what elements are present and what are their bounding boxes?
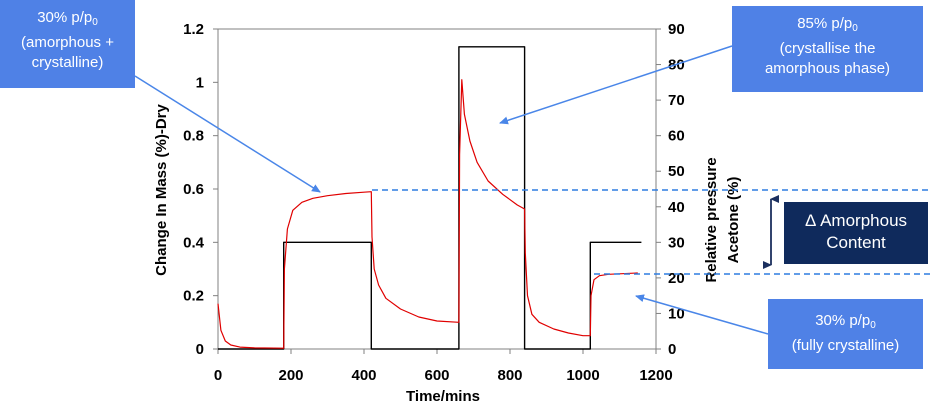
callout-85pct-line2: (crystallise the — [779, 40, 876, 57]
y-axis-title: Change In Mass (%)-Dry — [153, 103, 170, 275]
callout-30pct-amorphous-head: 30% p/p0 — [37, 9, 98, 28]
callout-30pct-amorphous-line2: (amorphous + — [21, 34, 114, 51]
x-tick-label: 0 — [214, 367, 222, 384]
y-tick-label: 0.4 — [183, 234, 205, 251]
y2-axis-title-line2: Acetone (%) — [725, 177, 742, 264]
mass-change-line — [217, 79, 638, 349]
y2-tick-label: 40 — [668, 199, 685, 216]
x-tick-label: 1200 — [639, 367, 672, 384]
callout-85pct-head: 85% p/p0 — [797, 15, 858, 34]
callout-arrow-3 — [635, 294, 769, 335]
callout-30pct-crystalline-line2: (fully crystalline) — [791, 337, 900, 354]
y2-tick-label: 70 — [668, 92, 685, 109]
x-tick-label: 600 — [424, 367, 449, 384]
callout-85pct-line3: amorphous phase) — [764, 60, 891, 77]
callout-30pct-amorphous-line3: crystalline) — [31, 54, 104, 71]
callout-30pct-crystalline: 30% p/p0 (fully crystalline) — [768, 299, 923, 369]
y2-tick-label: 50 — [668, 163, 685, 180]
x-tick-label: 800 — [497, 367, 522, 384]
y2-tick-label: 90 — [668, 21, 685, 38]
callout-85pct: 85% p/p0 (crystallise the amorphous phas… — [732, 6, 923, 92]
y2-tick-label: 30 — [668, 234, 685, 251]
y2-tick-label: 20 — [668, 270, 685, 287]
y-tick-label: 0.6 — [183, 181, 204, 198]
y2-tick-label: 60 — [668, 128, 685, 145]
y2-axis-title-line1: Relative pressure — [703, 157, 720, 282]
delta-amorphous-line2: Content — [826, 233, 886, 252]
y2-tick-label: 10 — [668, 305, 685, 322]
delta-amorphous-line1: Δ Amorphous — [804, 211, 908, 230]
x-tick-label: 1000 — [566, 367, 599, 384]
callout-arrow-1 — [134, 75, 321, 193]
x-axis-title: Time/mins — [406, 388, 480, 405]
pressure-step-line — [218, 46, 642, 350]
x-tick-label: 200 — [278, 367, 303, 384]
y-tick-label: 0.8 — [183, 128, 204, 145]
callout-arrow-2 — [499, 45, 733, 125]
y-tick-label: 1 — [196, 74, 204, 91]
delta-amorphous-box: Δ Amorphous Content — [784, 202, 928, 264]
callout-30pct-crystalline-head: 30% p/p0 — [815, 312, 876, 331]
y-tick-label: 1.2 — [183, 21, 204, 38]
callout-30pct-amorphous: 30% p/p0 (amorphous + crystalline) — [0, 0, 135, 88]
y-tick-label: 0.2 — [183, 288, 204, 305]
y2-tick-label: 0 — [668, 341, 676, 358]
y-tick-label: 0 — [196, 341, 204, 358]
x-tick-label: 400 — [351, 367, 376, 384]
